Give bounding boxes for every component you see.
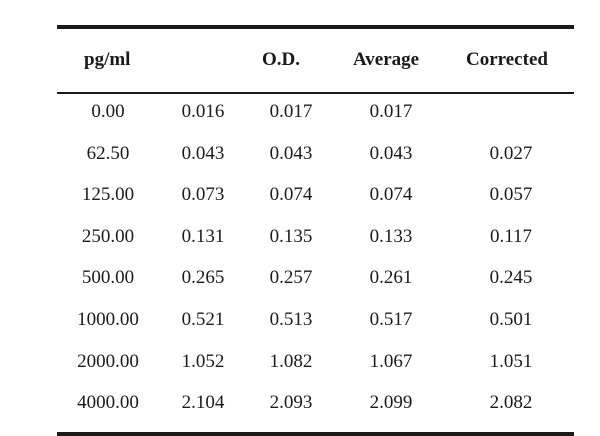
table-row: 2000.00 1.052 1.082 1.067 1.051 (57, 344, 574, 386)
cell-od-reading-1: 0.043 (181, 142, 225, 164)
table-header-row: pg/ml O.D. Average Corrected (57, 29, 574, 92)
cell-od-reading-1: 0.131 (181, 225, 225, 247)
cell-average: 0.017 (369, 101, 413, 122)
table-row: 62.50 0.043 0.043 0.043 0.027 (57, 136, 574, 178)
cell-concentration: 4000.00 (77, 392, 139, 414)
cell-average: 1.067 (369, 350, 413, 372)
cell-od-reading-1: 1.052 (181, 350, 225, 372)
cell-od-reading-1: 0.073 (181, 184, 225, 206)
cell-average: 0.043 (369, 142, 413, 164)
table-row: 125.00 0.073 0.074 0.074 0.057 (57, 177, 574, 219)
cell-od-reading-1: 0.521 (181, 308, 225, 330)
table-top-rule (57, 25, 574, 29)
cell-concentration: 1000.00 (77, 308, 139, 330)
table-bottom-rule (57, 431, 574, 436)
cell-od-reading-1: 2.104 (181, 392, 225, 414)
cell-corrected: 0.117 (489, 225, 533, 247)
table-row: 4000.00 2.104 2.093 2.099 2.082 (57, 385, 574, 427)
table-row: 250.00 0.131 0.135 0.133 0.117 (57, 219, 574, 261)
cell-od-reading-2: 1.082 (269, 350, 313, 372)
cell-average: 0.133 (369, 225, 413, 247)
cell-od-reading-2: 0.074 (269, 184, 313, 206)
cell-od-reading-2: 2.093 (269, 392, 313, 414)
cell-od-reading-2: 0.043 (269, 142, 313, 164)
cell-concentration: 500.00 (81, 267, 135, 289)
cell-average: 0.074 (369, 184, 413, 206)
table-row: 500.00 0.265 0.257 0.261 0.245 (57, 260, 574, 302)
standard-curve-table: pg/ml O.D. Average Corrected 0.00 0.016 0.… (57, 25, 574, 436)
cell-corrected: 1.051 (489, 350, 533, 372)
table-body: 0.00 0.016 0.017 0.017 62.50 0.043 0.043 0.043 0… (57, 94, 574, 427)
header-concentration: pg/ml (84, 49, 131, 70)
cell-corrected: 0.027 (489, 142, 533, 164)
cell-corrected: 0.057 (489, 184, 533, 206)
cell-average: 0.517 (369, 308, 413, 330)
cell-average: 2.099 (369, 392, 413, 414)
cell-concentration: 0.00 (91, 101, 125, 122)
cell-od-reading-2: 0.135 (269, 225, 313, 247)
cell-od-reading-1: 0.265 (181, 267, 225, 289)
cell-concentration: 250.00 (81, 225, 135, 247)
cell-concentration: 2000.00 (77, 350, 139, 372)
cell-od-reading-1: 0.016 (181, 101, 225, 122)
table-row: 1000.00 0.521 0.513 0.517 0.501 (57, 302, 574, 344)
header-average: Average (353, 49, 420, 70)
header-od: O.D. (262, 49, 300, 70)
table-header-rule (57, 92, 574, 94)
cell-od-reading-2: 0.017 (269, 101, 313, 122)
cell-corrected: 0.501 (489, 308, 533, 330)
cell-corrected: 0.245 (489, 267, 533, 289)
cell-average: 0.261 (369, 267, 413, 289)
cell-concentration: 125.00 (81, 184, 135, 206)
cell-concentration: 62.50 (86, 142, 130, 164)
cell-corrected: 2.082 (489, 392, 533, 414)
cell-od-reading-2: 0.257 (269, 267, 313, 289)
table-row: 0.00 0.016 0.017 0.017 (57, 94, 574, 136)
cell-od-reading-2: 0.513 (269, 308, 313, 330)
header-corrected: Corrected (466, 49, 548, 70)
